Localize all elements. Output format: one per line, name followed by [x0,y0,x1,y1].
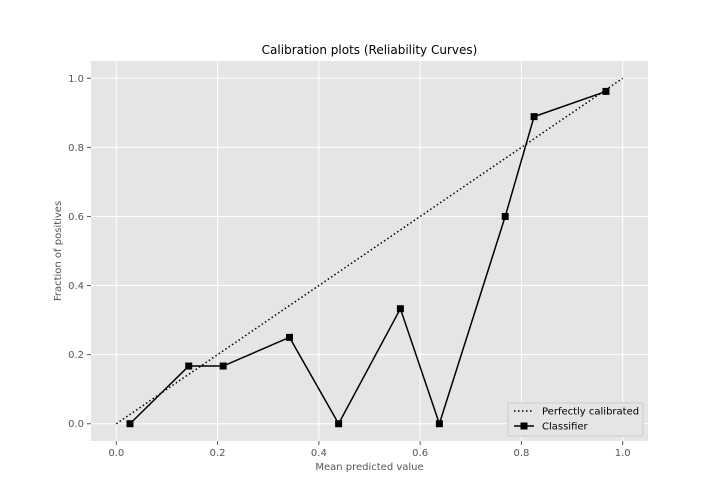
y-tick-label: 1.0 [68,74,84,85]
classifier-point [602,87,610,95]
legend-box [507,402,644,437]
legend-label-classifier: Classifier [542,422,589,433]
x-tick-label: 1.0 [615,448,631,459]
axes: 0.0 0.2 0.4 0.6 0.8 1.0 0.0 0.2 0.4 0.6 0.8 1.0 [68,74,631,459]
legend: Perfectly calibrated Classifier [507,402,644,437]
chart-title: Calibration plots (Reliability Curves) [262,43,478,57]
plot-area [91,61,648,441]
series-layer [115,77,624,428]
series-line-classifier [129,90,607,427]
legend-label-perfectly-calibrated: Perfectly calibrated [542,407,639,418]
x-tick-label: 0.0 [108,448,124,459]
x-axis-label: Mean predicted value [315,462,423,473]
classifier-point [185,362,193,370]
y-tick-label: 0.0 [68,419,84,430]
classifier-point [501,212,509,220]
grid-lines [91,61,648,441]
classifier-point [396,305,404,313]
x-tick-label: 0.4 [311,448,327,459]
y-tick-label: 0.2 [68,350,84,361]
y-tick-label: 0.6 [68,212,84,223]
classifier-point [335,420,343,428]
legend-marker-classifier [520,422,528,430]
classifier-point [285,333,293,341]
x-tick-label: 0.6 [412,448,428,459]
classifier-point [435,420,443,428]
x-tick-label: 0.8 [513,448,529,459]
y-tick-label: 0.8 [68,143,84,154]
y-tick-label: 0.4 [68,281,84,292]
classifier-point [530,113,538,121]
classifier-point [126,420,134,428]
y-axis-label: Fraction of positives [53,201,64,301]
x-tick-label: 0.2 [210,448,226,459]
classifier-point [219,362,227,370]
